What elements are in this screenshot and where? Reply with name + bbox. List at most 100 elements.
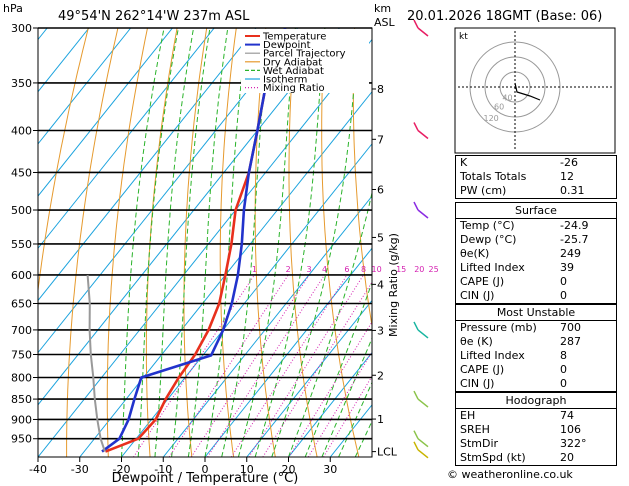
mixing-ratio-label: 25 [429,265,439,274]
pressure-tick-label: 650 [11,298,32,311]
pressure-tick-label: 950 [11,433,32,446]
mixing-ratio-axis-title: Mixing Ratio (g/kg) [387,233,400,337]
index-row: EH 74 [456,409,616,423]
isotherm-line [38,28,299,354]
wet-adiabat-line [321,336,372,457]
wind-barb-staff [417,449,429,459]
wet-adiabat-line [154,28,195,457]
legend-label: Mixing Ratio [263,83,325,94]
index-value: 20 [560,451,574,464]
index-label: SREH [460,423,490,436]
index-row: θe(K) 249 [456,247,616,261]
temperature-tick-label: 10 [240,463,254,476]
pressure-tick-label: 400 [11,125,32,138]
index-row: SREH 106 [456,423,616,437]
index-value: -26 [560,156,578,169]
index-value: 0 [560,377,567,390]
legend-label: Temperature [262,32,326,43]
height-tick-label: 5 [377,231,384,244]
temperature-tick-label: -40 [29,463,47,476]
isotherm-line [38,28,257,302]
mixing-ratio-labels: 1 2 3 4 6 8 10 15 20 25 [252,265,439,274]
index-row: K -26 [456,156,616,170]
index-label: CIN (J) [460,377,495,390]
height-tick-label: LCL [377,446,398,459]
mixing-ratio-line [207,274,325,457]
isotherm-line [79,90,372,457]
isotherm-line [38,28,132,145]
series-dewpoint [101,28,287,453]
hodograph-ring-label: 120 [484,114,499,123]
mixing-ratio-label: 10 [372,265,382,274]
mixing-ratio-line [307,351,372,457]
index-label: Lifted Index [460,349,525,362]
surface-table: Surface Temp (°C) -24.9 Dewp (°C) -25.7 θe(K)… [455,202,617,304]
hodograph-table: Hodograph EH 74 SREH 106 StmDir 322° StmSpd (kt… [455,392,617,466]
index-row: CIN (J) 0 [456,289,616,303]
wet-adiabat-line [121,28,165,457]
pressure-tick-label: 800 [11,371,32,384]
index-value: 106 [560,423,581,436]
index-label: K [460,156,468,169]
wind-barbs [413,19,429,459]
index-row: Lifted Index 8 [456,349,616,363]
mixing-ratio-label: 2 [286,265,291,274]
isotherm-line [38,28,173,197]
isotherm-line [204,247,372,457]
index-row: θe (K) 287 [456,335,616,349]
index-value: 74 [560,409,574,422]
isotherm-line [288,351,372,457]
x-axis-title: Dewpoint / Temperature (°C) [112,471,299,486]
legend-box [241,29,369,93]
dry-adiabat-line [66,28,119,457]
mixing-ratio-label: 1 [252,265,257,274]
height-axis: 8 7 6 5 4 3 2 1 LCL [372,83,398,459]
pressure-tick-label: 900 [11,413,32,426]
index-label: EH [460,409,476,422]
most-unstable-table: Most Unstable Pressure (mb) 700 θe (K) 287 Li… [455,304,617,392]
index-label: θe (K) [460,335,493,348]
legend-label: Wet Adiabat [263,66,324,77]
mixing-ratio-line [190,274,310,457]
index-label: θe(K) [460,247,490,260]
index-row: Pressure (mb) 700 [456,321,616,335]
isotherm-line [38,28,340,406]
index-value: 322° [560,437,587,450]
index-row: Lifted Index 39 [456,261,616,275]
pressure-tick-label: 300 [11,22,32,35]
index-label: PW (cm) [460,184,507,197]
wind-barb-staff [417,209,429,219]
pressure-tick-label: 500 [11,204,32,217]
datetime-title: 20.01.2026 18GMT (Base: 06) [407,9,602,24]
dry-adiabat-line [621,28,629,457]
index-label: Dewp (°C) [460,233,517,246]
copyright-footer: © weatheronline.co.uk [447,468,573,481]
wind-barb-flag [413,321,419,331]
pressure-tick-label: 600 [11,269,32,282]
wind-barb-staff [417,329,429,339]
dry-adiabat-line [38,28,89,295]
index-row: CAPE (J) 0 [456,363,616,377]
mixing-ratio-label: 6 [344,265,349,274]
pressure-tick-label: 550 [11,238,32,251]
mixing-ratio-line [230,274,348,457]
index-row: StmSpd (kt) 20 [456,451,616,465]
wet-adiabat-line [338,381,372,457]
height-tick-label: 6 [377,183,384,196]
hodograph-unit: kt [459,32,468,42]
mixing-ratio-label: 8 [361,265,366,274]
wind-barb-flag [413,390,419,400]
isotherm-line [38,28,215,250]
wet-adiabat-line [237,28,296,457]
index-value: 8 [560,349,567,362]
pressure-tick-label: 350 [11,77,32,90]
height-tick-label: 3 [377,324,384,337]
temperature-tick-label: -10 [154,463,172,476]
legend-label: Dewpoint [263,40,311,51]
index-label: StmSpd (kt) [460,451,526,464]
index-value: 0.31 [560,184,585,197]
index-value: 12 [560,170,574,183]
